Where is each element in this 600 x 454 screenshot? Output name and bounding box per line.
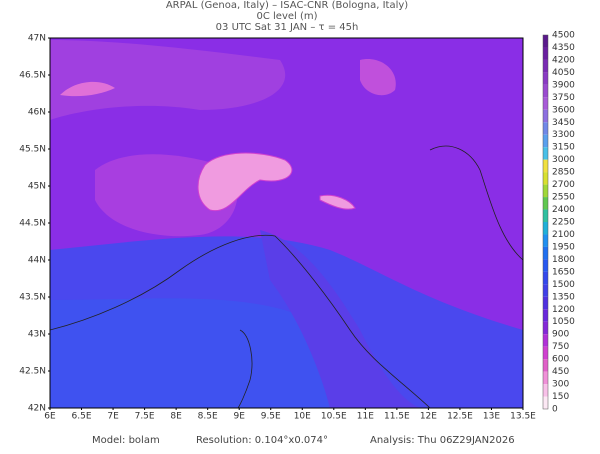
colorbar-label: 750	[552, 342, 569, 352]
lon-label: 9.5E	[261, 412, 281, 422]
lat-label: 45.5N	[19, 145, 46, 155]
header-line: 03 UTC Sat 31 JAN – τ = 45h	[216, 22, 359, 33]
colorbar-label: 450	[552, 367, 569, 377]
lon-label: 9E	[233, 412, 245, 422]
colorbar-label: 1800	[552, 255, 575, 265]
colorbar-label: 4500	[552, 31, 575, 41]
colorbar-swatch	[543, 334, 548, 347]
colorbar-swatch	[543, 234, 548, 247]
colorbar-swatch	[543, 72, 548, 85]
colorbar-frame	[542, 34, 549, 410]
colorbar-swatch	[543, 396, 548, 409]
lat-label: 43N	[28, 330, 46, 340]
colorbar-swatch	[543, 184, 548, 198]
colorbar-swatch	[543, 147, 548, 160]
header-line: ARPAL (Genoa, Italy) – ISAC-CNR (Bologna…	[166, 0, 408, 11]
colorbar-swatch	[543, 271, 548, 285]
lat-label: 43.5N	[19, 293, 46, 303]
lon-label: 13.5E	[510, 412, 536, 422]
colorbar-swatch	[543, 359, 548, 372]
lon-label: 6E	[44, 412, 56, 422]
colorbar-swatch	[543, 47, 548, 60]
lat-label: 44.5N	[19, 219, 46, 229]
colorbar-label: 2850	[552, 168, 575, 178]
colorbar-label: 1350	[552, 292, 575, 302]
colorbar-swatch	[543, 209, 548, 222]
lon-label: 12E	[420, 412, 437, 422]
lon-label: 13E	[483, 412, 500, 422]
footer-analysis: Analysis: Thu 06Z29JAN2026	[370, 435, 515, 446]
colorbar-label: 1200	[552, 305, 575, 315]
colorbar-label: 3750	[552, 93, 575, 103]
colorbar-swatch	[543, 309, 548, 322]
lat-label: 47N	[28, 34, 46, 44]
colorbar-swatch	[543, 346, 548, 360]
colorbar-label: 3600	[552, 105, 575, 115]
colorbar-label: 0	[552, 405, 558, 415]
lon-label: 7.5E	[135, 412, 155, 422]
map-field	[50, 38, 523, 408]
colorbar-label: 1650	[552, 267, 575, 277]
colorbar-label: 3900	[552, 80, 575, 90]
header-line: 0C level (m)	[256, 11, 317, 22]
lon-label: 8.5E	[198, 412, 218, 422]
lon-label: 10E	[294, 412, 311, 422]
colorbar-swatch	[543, 84, 548, 98]
lat-label: 42N	[28, 404, 46, 414]
lat-label: 46.5N	[19, 71, 46, 81]
colorbar-swatch	[543, 134, 548, 148]
colorbar-label: 3450	[552, 118, 575, 128]
colorbar-swatch	[543, 384, 548, 397]
colorbar-label: 4350	[552, 43, 575, 53]
lon-label: 8E	[170, 412, 182, 422]
colorbar-label: 3150	[552, 143, 575, 153]
colorbar-swatch	[543, 35, 548, 48]
colorbar-label: 3000	[552, 155, 575, 165]
colorbar-swatch	[543, 321, 548, 335]
colorbar-swatch	[543, 122, 548, 135]
colorbar-label: 300	[552, 380, 569, 390]
lon-label: 10.5E	[321, 412, 347, 422]
lon-label: 12.5E	[447, 412, 473, 422]
colorbar-label: 1950	[552, 242, 575, 252]
colorbar-swatch	[543, 59, 548, 73]
colorbar-swatch	[543, 197, 548, 210]
colorbar-label: 2250	[552, 218, 575, 228]
colorbar-swatch	[543, 259, 548, 272]
colorbar-label: 150	[552, 392, 569, 402]
colorbar-label: 2550	[552, 193, 575, 203]
colorbar-label: 1500	[552, 280, 575, 290]
lat-label: 42.5N	[19, 367, 46, 377]
colorbar-swatch	[543, 284, 548, 297]
lon-label: 6.5E	[72, 412, 92, 422]
colorbar-swatch	[543, 222, 548, 235]
colorbar-swatch	[543, 109, 548, 123]
lat-label: 45N	[28, 182, 46, 192]
colorbar-label: 2700	[552, 180, 575, 190]
footer-model: Model: bolam	[92, 435, 160, 446]
colorbar-label: 2100	[552, 230, 575, 240]
lat-label: 44N	[28, 256, 46, 266]
lat-label: 46N	[28, 108, 46, 118]
lon-label: 11E	[357, 412, 374, 422]
footer-resolution: Resolution: 0.104°x0.074°	[196, 435, 328, 446]
colorbar-label: 4050	[552, 68, 575, 78]
colorbar-label: 4200	[552, 55, 575, 65]
colorbar-swatch	[543, 97, 548, 110]
colorbar-label: 3300	[552, 130, 575, 140]
colorbar-swatch	[543, 159, 548, 173]
colorbar-swatch	[543, 296, 548, 310]
colorbar-label: 900	[552, 330, 569, 340]
colorbar-swatch	[543, 371, 548, 385]
colorbar-label: 1050	[552, 317, 575, 327]
colorbar-label: 600	[552, 355, 569, 365]
colorbar-label: 2400	[552, 205, 575, 215]
lon-label: 7E	[107, 412, 119, 422]
lon-label: 11.5E	[384, 412, 410, 422]
colorbar-swatch	[543, 246, 548, 260]
colorbar-swatch	[543, 172, 548, 185]
